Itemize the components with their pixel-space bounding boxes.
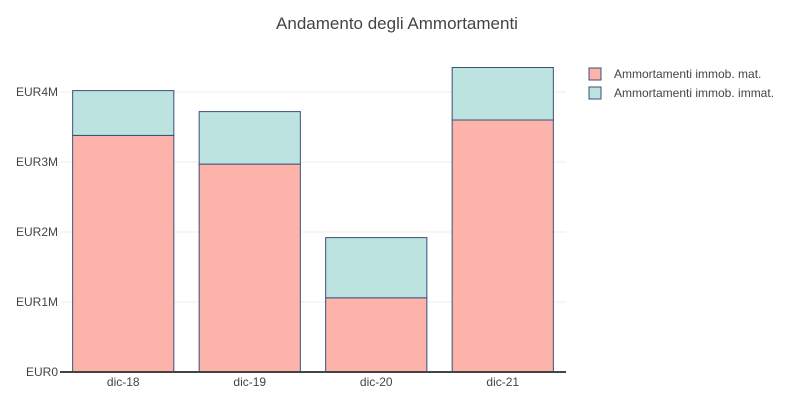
y-tick-label: EUR3M bbox=[16, 155, 58, 169]
bar-immateriali-dic-18 bbox=[72, 90, 175, 136]
bar-materiali-dic-18 bbox=[72, 134, 175, 373]
x-tick-label: dic-21 bbox=[486, 375, 519, 389]
x-tick-label: dic-18 bbox=[107, 375, 140, 389]
legend: Ammortamenti immob. mat. Ammortamenti imm… bbox=[588, 67, 774, 100]
bar-materiali-dic-19 bbox=[198, 163, 301, 373]
bar-immateriali-dic-19 bbox=[198, 111, 301, 165]
bar-immateriali-dic-20 bbox=[325, 237, 428, 299]
bars bbox=[72, 67, 554, 373]
bar-materiali-dic-21 bbox=[451, 119, 554, 373]
legend-swatch bbox=[588, 67, 602, 81]
bar-immateriali-dic-21 bbox=[451, 67, 554, 121]
legend-label: Ammortamenti immob. immat. bbox=[614, 86, 774, 100]
legend-label: Ammortamenti immob. mat. bbox=[614, 67, 761, 81]
x-tick-label: dic-19 bbox=[233, 375, 266, 389]
y-tick-label: EUR2M bbox=[16, 225, 58, 239]
x-axis-ticks: dic-18 dic-19 dic-20 dic-21 bbox=[107, 375, 520, 389]
y-tick-label: EUR0 bbox=[26, 365, 58, 379]
x-tick-label: dic-20 bbox=[360, 375, 393, 389]
bar-materiali-dic-20 bbox=[325, 297, 428, 373]
legend-swatch bbox=[588, 86, 602, 100]
chart-title: Andamento degli Ammortamenti bbox=[276, 14, 518, 33]
y-axis-ticks: EUR0 EUR1M EUR2M EUR3M EUR4M bbox=[16, 85, 58, 379]
y-tick-label: EUR4M bbox=[16, 85, 58, 99]
y-tick-label: EUR1M bbox=[16, 295, 58, 309]
